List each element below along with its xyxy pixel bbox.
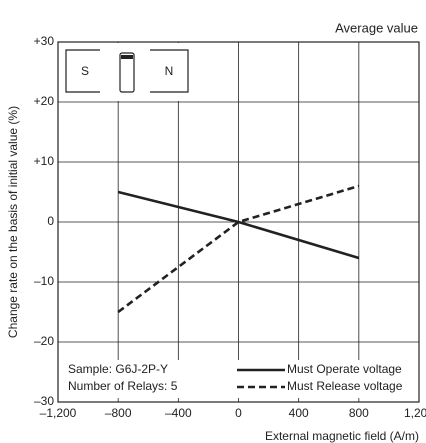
x-tick-label: 800	[349, 406, 369, 420]
x-tick-label: 1,200	[404, 406, 426, 420]
x-axis-label: External magnetic field (A/m)	[265, 429, 419, 443]
legend-background	[59, 360, 418, 398]
y-tick-label: +20	[34, 94, 55, 108]
legend-label: Must Operate voltage	[287, 362, 402, 376]
x-tick-label: 400	[289, 406, 309, 420]
annotation: Number of Relays: 5	[68, 379, 178, 393]
x-tick-label: –800	[105, 406, 132, 420]
annotation: Sample: G6J-2P-Y	[68, 362, 168, 376]
x-tick-label: –400	[165, 406, 192, 420]
y-axis-label: Change rate on the basis of initial valu…	[6, 106, 20, 338]
legend-label: Must Release voltage	[287, 379, 403, 393]
y-tick-label: –30	[34, 394, 54, 408]
y-tick-label: +30	[34, 34, 55, 48]
series-line	[117, 190, 360, 260]
series-line	[117, 184, 360, 314]
x-tick-label: 0	[235, 406, 242, 420]
x-tick-label: –1,200	[40, 406, 77, 420]
y-tick-label: –10	[34, 274, 54, 288]
pole-label: N	[165, 64, 174, 78]
y-tick-label: –20	[34, 334, 54, 348]
pole-label: S	[81, 64, 89, 78]
chart-title: Average value	[335, 20, 418, 35]
magnet-icon	[65, 49, 189, 93]
y-tick-label: 0	[47, 214, 54, 228]
y-tick-label: +10	[34, 154, 55, 168]
